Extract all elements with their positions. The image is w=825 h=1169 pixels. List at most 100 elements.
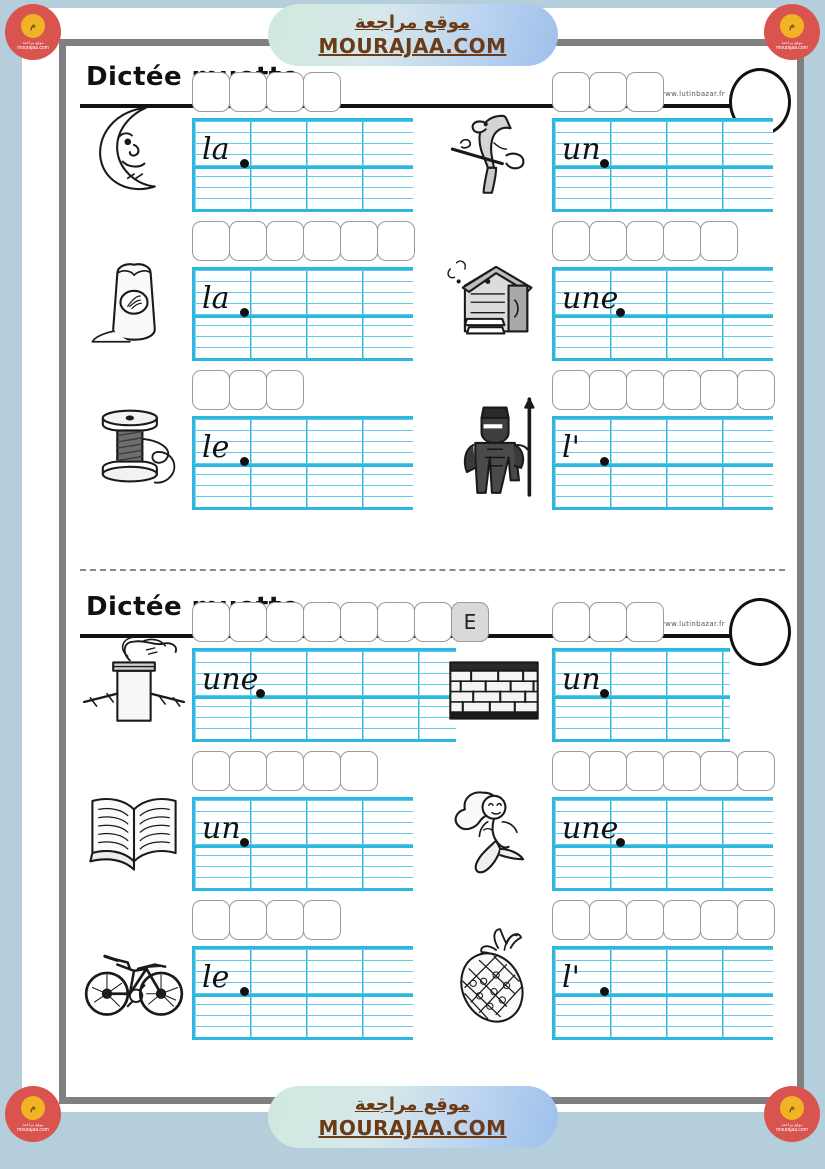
letter-boxes (552, 72, 664, 112)
separator-dot (240, 987, 249, 996)
letter-box[interactable] (303, 221, 341, 261)
exercise-row: la une (80, 221, 785, 369)
letter-box[interactable] (700, 221, 738, 261)
letter-box[interactable] (700, 900, 738, 940)
letter-box[interactable] (229, 751, 267, 791)
article-prompt: une (562, 281, 619, 316)
letter-box[interactable] (552, 72, 590, 112)
letter-box[interactable] (266, 72, 304, 112)
letter-box[interactable] (229, 900, 267, 940)
writing-line-grid[interactable]: l' (552, 946, 773, 1040)
letter-box[interactable] (700, 370, 738, 410)
logo-arabic-text: موقع مراجعة (22, 1121, 44, 1127)
score-circle[interactable] (729, 598, 791, 666)
letter-box[interactable] (737, 370, 775, 410)
letter-box[interactable] (626, 72, 664, 112)
exercise-row: la un (80, 72, 785, 220)
writing-line-grid[interactable]: un (552, 648, 730, 742)
letter-box[interactable] (700, 751, 738, 791)
writing-line-grid[interactable]: la (192, 118, 413, 212)
letter-box[interactable] (266, 221, 304, 261)
letter-box[interactable] (737, 751, 775, 791)
writing-line-grid[interactable]: le (192, 416, 413, 510)
letter-box[interactable] (266, 370, 304, 410)
writing-line-grid[interactable]: un (192, 797, 413, 891)
letter-box[interactable] (303, 900, 341, 940)
letter-box[interactable] (229, 602, 267, 642)
article-prompt: un (562, 662, 601, 697)
letter-box[interactable] (266, 900, 304, 940)
letter-box[interactable] (192, 221, 230, 261)
writing-line-grid[interactable]: la (192, 267, 413, 361)
letter-box[interactable] (266, 602, 304, 642)
letter-box[interactable]: E (451, 602, 489, 642)
letter-box[interactable] (626, 221, 664, 261)
header-divider (80, 104, 742, 108)
letter-box[interactable] (303, 602, 341, 642)
letter-box[interactable] (266, 751, 304, 791)
letter-box[interactable] (663, 221, 701, 261)
writing-line-grid[interactable]: l' (552, 416, 773, 510)
letter-box[interactable] (663, 370, 701, 410)
letter-boxes (192, 900, 341, 940)
letter-box[interactable] (552, 370, 590, 410)
letter-box[interactable] (589, 72, 627, 112)
letter-box[interactable] (589, 751, 627, 791)
logo-site-text: mourajaa.com (17, 1126, 49, 1133)
letter-box[interactable] (340, 751, 378, 791)
letter-box[interactable] (552, 751, 590, 791)
letter-box[interactable] (229, 72, 267, 112)
letter-box[interactable] (552, 900, 590, 940)
letter-box[interactable] (737, 900, 775, 940)
letter-box[interactable] (663, 751, 701, 791)
letter-box[interactable] (626, 751, 664, 791)
letter-box[interactable] (340, 602, 378, 642)
letter-box[interactable] (589, 900, 627, 940)
letter-boxes (552, 751, 775, 791)
writing-line-grid[interactable]: une (552, 797, 773, 891)
letter-boxes (552, 221, 738, 261)
exercise-item: une (440, 751, 785, 899)
letter-box[interactable] (340, 221, 378, 261)
letter-box[interactable] (377, 221, 415, 261)
logo-arabic-text: موقع مراجعة (781, 1121, 803, 1127)
letter-boxes (192, 72, 341, 112)
smoking-chimney-icon (80, 616, 188, 738)
letter-box[interactable] (192, 72, 230, 112)
exercise-item: le (80, 370, 440, 518)
letter-box[interactable] (589, 221, 627, 261)
letter-box[interactable] (192, 370, 230, 410)
letter-boxes (552, 370, 775, 410)
letter-box[interactable] (192, 751, 230, 791)
letter-box[interactable] (552, 602, 590, 642)
writing-line-grid[interactable]: une (192, 648, 456, 742)
letter-boxes (192, 370, 304, 410)
credit-watermark: www.lutinbazar.fr (659, 620, 725, 628)
article-prompt: un (202, 811, 241, 846)
exercise-item: un (440, 72, 785, 220)
writing-line-grid[interactable]: le (192, 946, 413, 1040)
letter-box[interactable] (377, 602, 415, 642)
letter-box[interactable] (414, 602, 452, 642)
letter-box[interactable] (663, 900, 701, 940)
letter-box[interactable] (192, 602, 230, 642)
watermark-site: MOURAJAA.COM (318, 1116, 507, 1140)
letter-box[interactable] (303, 72, 341, 112)
letter-box[interactable] (589, 602, 627, 642)
letter-box[interactable] (626, 900, 664, 940)
letter-box[interactable] (626, 602, 664, 642)
writing-line-grid[interactable]: un (552, 118, 773, 212)
letter-box[interactable] (192, 900, 230, 940)
letter-box[interactable] (626, 370, 664, 410)
letter-box[interactable] (229, 221, 267, 261)
separator-dot (256, 689, 265, 698)
crescent-moon-icon (80, 86, 188, 208)
letter-box[interactable] (229, 370, 267, 410)
page-inner: Dictée muette www.lutinbazar.fr la un la (66, 46, 797, 1097)
writing-line-grid[interactable]: une (552, 267, 773, 361)
letter-box[interactable] (589, 370, 627, 410)
letter-box[interactable] (552, 221, 590, 261)
letter-box[interactable] (303, 751, 341, 791)
